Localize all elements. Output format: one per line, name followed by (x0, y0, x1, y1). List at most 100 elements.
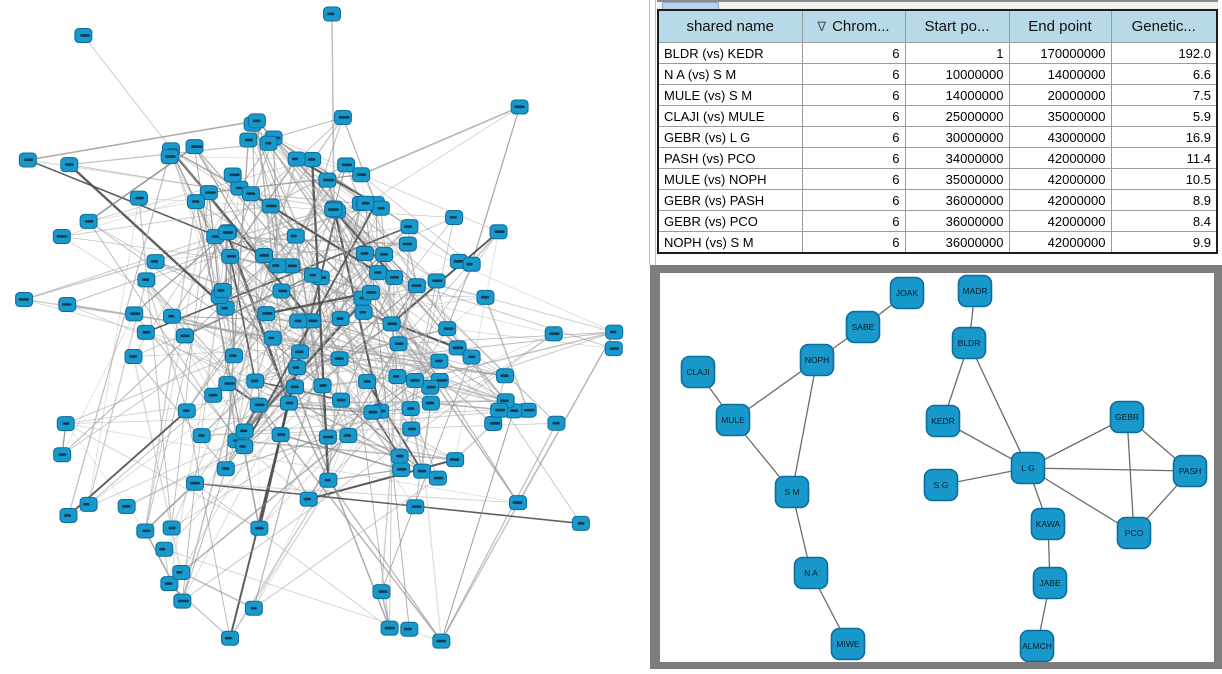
network-node[interactable] (431, 354, 448, 368)
network-node[interactable] (80, 214, 97, 228)
network-node-N A[interactable]: N A (795, 558, 828, 589)
network-node[interactable] (548, 416, 565, 430)
network-node-JOAK[interactable]: JOAK (891, 278, 924, 309)
network-node[interactable] (370, 266, 387, 280)
network-node[interactable] (256, 249, 273, 263)
network-node[interactable] (364, 405, 381, 419)
network-node[interactable] (373, 585, 390, 599)
network-node[interactable] (260, 136, 277, 150)
network-node[interactable] (386, 270, 403, 284)
network-node[interactable] (236, 424, 253, 438)
network-node[interactable] (118, 499, 135, 513)
network-node[interactable] (163, 521, 180, 535)
network-node[interactable] (401, 622, 418, 636)
left-network-canvas[interactable] (0, 0, 648, 669)
network-node[interactable] (401, 220, 418, 234)
network-node[interactable] (338, 158, 355, 172)
network-node[interactable] (248, 114, 265, 128)
network-node[interactable] (161, 150, 178, 164)
network-node-ALMCH[interactable]: ALMCH (1021, 631, 1054, 662)
network-node[interactable] (319, 173, 336, 187)
network-node[interactable] (137, 524, 154, 538)
network-node[interactable] (356, 247, 373, 261)
network-node[interactable] (137, 325, 154, 339)
network-node[interactable] (16, 293, 33, 307)
network-node[interactable] (61, 158, 78, 172)
network-node[interactable] (264, 331, 281, 345)
network-node[interactable] (75, 29, 92, 43)
network-node[interactable] (304, 153, 321, 167)
network-node[interactable] (314, 379, 331, 393)
network-node[interactable] (490, 225, 507, 239)
network-node[interactable] (186, 476, 203, 490)
network-node-PCO[interactable]: PCO (1118, 518, 1151, 549)
network-node-MADR[interactable]: MADR (959, 276, 992, 307)
network-node[interactable] (222, 631, 239, 645)
network-node-MULE[interactable]: MULE (717, 405, 750, 436)
network-node[interactable] (226, 349, 243, 363)
network-node[interactable] (319, 430, 336, 444)
network-node-PASH[interactable]: PASH (1174, 456, 1207, 487)
network-node[interactable] (240, 133, 257, 147)
network-node[interactable] (340, 429, 357, 443)
network-node[interactable] (250, 398, 267, 412)
network-node[interactable] (333, 393, 350, 407)
network-node[interactable] (224, 168, 241, 182)
network-node[interactable] (57, 417, 74, 431)
network-node[interactable] (408, 279, 425, 293)
network-node[interactable] (286, 380, 303, 394)
network-node[interactable] (53, 229, 70, 243)
network-node[interactable] (219, 377, 236, 391)
network-node-S M[interactable]: S M (776, 477, 809, 508)
network-node[interactable] (428, 274, 445, 288)
network-node[interactable] (156, 542, 173, 556)
network-node[interactable] (173, 565, 190, 579)
network-node-BLDR[interactable]: BLDR (953, 328, 986, 359)
column-header-start-po-[interactable]: Start po... (905, 10, 1009, 43)
network-node[interactable] (407, 500, 424, 514)
network-node[interactable] (359, 375, 376, 389)
network-node[interactable] (273, 284, 290, 298)
network-node[interactable] (80, 497, 97, 511)
column-header-chrom-[interactable]: ∇Chrom... (802, 10, 905, 43)
network-node[interactable] (258, 307, 275, 321)
network-node[interactable] (251, 521, 268, 535)
network-node[interactable] (147, 255, 164, 269)
network-node[interactable] (193, 429, 210, 443)
network-node[interactable] (54, 448, 71, 462)
network-node[interactable] (406, 374, 423, 388)
network-node[interactable] (372, 201, 389, 215)
network-node[interactable] (497, 369, 514, 383)
network-node[interactable] (289, 361, 306, 375)
network-node[interactable] (186, 140, 203, 154)
network-node[interactable] (429, 471, 446, 485)
network-node[interactable] (164, 309, 181, 323)
network-node[interactable] (422, 380, 439, 394)
network-node[interactable] (138, 273, 155, 287)
network-node[interactable] (245, 601, 262, 615)
network-node[interactable] (287, 229, 304, 243)
network-node[interactable] (363, 286, 380, 300)
network-node[interactable] (205, 388, 222, 402)
network-node[interactable] (399, 237, 416, 251)
network-node[interactable] (393, 462, 410, 476)
network-node[interactable] (59, 297, 76, 311)
network-node[interactable] (606, 325, 623, 339)
network-node[interactable] (447, 453, 464, 467)
network-node[interactable] (217, 462, 234, 476)
network-edge-NOPH-S M[interactable] (792, 360, 817, 492)
network-node[interactable] (325, 203, 342, 217)
network-node[interactable] (187, 195, 204, 209)
network-node[interactable] (280, 396, 297, 410)
network-node[interactable] (463, 257, 480, 271)
network-node[interactable] (422, 396, 439, 410)
